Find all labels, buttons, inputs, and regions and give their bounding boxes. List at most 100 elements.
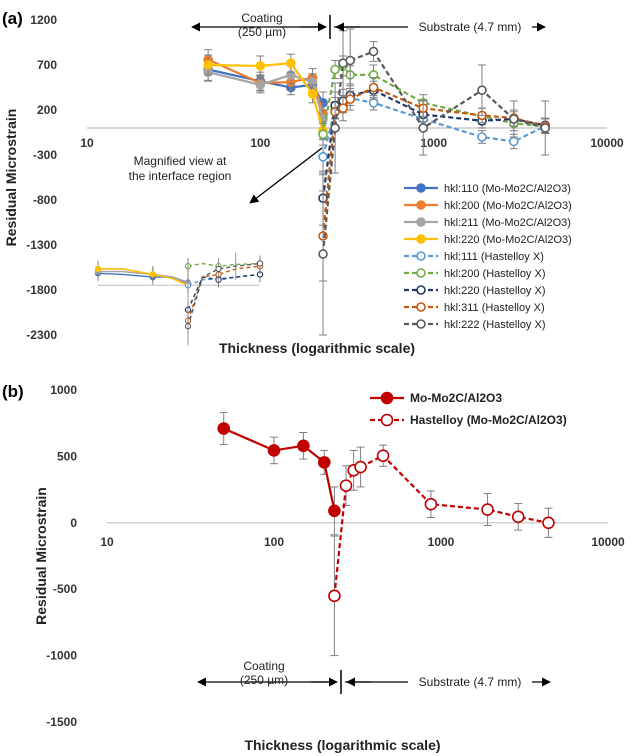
y-tick-label: -800 (33, 193, 57, 207)
x-axis-label: Thickness (logarithmic scale) (219, 340, 415, 356)
inset-point (256, 260, 264, 267)
panel-label: (a) (2, 9, 23, 28)
data-point (307, 89, 318, 99)
inset-line (187, 262, 261, 327)
coating-label-line: Coating (241, 11, 282, 25)
data-point (330, 123, 340, 133)
coating-label-line: Coating (243, 659, 284, 673)
data-point (318, 152, 328, 162)
inset-line (187, 265, 261, 321)
legend-marker (416, 302, 426, 312)
x-axis-label: Thickness (logarithmic scale) (244, 737, 440, 753)
x-tick-label: 10000 (590, 136, 624, 150)
data-point (542, 516, 555, 530)
y-tick-label: -1800 (26, 283, 57, 297)
legend-marker (380, 391, 394, 405)
x-tick-label: 10 (100, 535, 114, 549)
magnified-label-line: the interface region (129, 169, 232, 183)
inset-point (215, 265, 222, 273)
data-point (418, 123, 428, 133)
y-tick-label: 500 (57, 449, 77, 463)
panel-label: (b) (2, 382, 24, 401)
data-point (540, 123, 550, 133)
data-point (297, 439, 310, 453)
legend-label: hkl:110 (Mo-Mo2C/Al2O3) (444, 183, 571, 195)
y-tick-label: -1000 (46, 649, 77, 663)
x-tick-label: 10000 (591, 535, 625, 549)
x-tick-label: 1000 (420, 136, 447, 150)
legend-marker (380, 413, 394, 427)
data-point (368, 82, 379, 93)
data-point (255, 61, 266, 71)
data-point (509, 114, 519, 124)
chart-a: 1200 700 200 -300 -800 -1300 -1800 -2300 10 100 10… (2, 9, 624, 356)
data-point (317, 456, 331, 469)
legend-marker (416, 183, 426, 193)
data-point (339, 479, 353, 492)
legend: hkl:110 (Mo-Mo2C/Al2O3) hkl:200 (Mo-Mo2C/… (404, 183, 572, 331)
x-tick-label: 1000 (428, 535, 455, 549)
y-tick-label: -1500 (46, 715, 77, 729)
inset-line (187, 273, 261, 286)
substrate-label-bg (408, 19, 532, 35)
x-tick-label: 100 (264, 535, 284, 549)
series-line (223, 427, 336, 512)
legend-label: hkl:220 (Hastelloy X) (444, 285, 546, 297)
inset-point (94, 265, 102, 273)
y-tick-label: 1000 (50, 383, 77, 397)
legend-label: hkl:111 (Hastelloy X) (444, 251, 544, 263)
coating-label-line: (250 µm) (238, 25, 286, 39)
data-point (368, 46, 379, 57)
y-tick-label: -500 (53, 582, 77, 596)
substrate-label: Substrate (4.7 mm) (419, 675, 522, 689)
data-point (424, 497, 438, 511)
data-point (481, 503, 494, 516)
data-point (511, 510, 525, 524)
inset-point (149, 271, 156, 278)
series-9 (318, 28, 550, 336)
data-point (345, 94, 356, 104)
legend-marker (416, 234, 426, 244)
data-point (318, 129, 328, 140)
legend-label: hkl:220 (Mo-Mo2C/Al2O3) (444, 234, 572, 246)
x-tick-label: 10 (80, 136, 94, 150)
data-point (368, 98, 379, 108)
y-tick-label: 1200 (30, 13, 57, 27)
data-point (318, 249, 328, 259)
magnified-arrow (249, 147, 323, 204)
y-axis-label: Residual Microstrain (33, 487, 49, 625)
y-tick-label: 200 (37, 103, 57, 117)
y-axis-label: Residual Microstrain (3, 109, 19, 247)
y-tick-label: 700 (37, 58, 57, 72)
legend-marker (416, 200, 426, 210)
legend: Mo-Mo2C/Al2O3 Hastelloy (Mo-Mo2C/Al2O3) (370, 391, 567, 427)
series-2 (328, 444, 555, 657)
y-tick-label: -1300 (26, 238, 57, 252)
data-point (376, 449, 390, 463)
y-tick-label: -2300 (26, 328, 57, 342)
legend-label: Hastelloy (Mo-Mo2C/Al2O3) (410, 413, 567, 427)
series-5 (318, 90, 550, 176)
substrate-label: Substrate (4.7 mm) (419, 20, 522, 34)
x-tick-label: 100 (250, 136, 270, 150)
data-point (286, 58, 296, 69)
y-tick-label: -300 (33, 148, 57, 162)
legend-marker (416, 217, 426, 227)
data-point (217, 422, 231, 435)
legend-label: hkl:311 (Hastelloy X) (444, 302, 545, 314)
chart-b: 1000 500 0 -500 -1000 -1500 10 100 1000 10000 Thic… (2, 382, 625, 753)
series-1 (217, 412, 341, 536)
legend-label: hkl:211 (Mo-Mo2C/Al2O3) (444, 217, 571, 229)
data-point (255, 80, 266, 90)
legend-marker (416, 319, 426, 329)
data-point (477, 85, 487, 95)
substrate-label-bg (408, 674, 532, 690)
magnified-label: Magnified view at the interface region (129, 154, 232, 183)
magnified-label-line: Magnified view at (134, 154, 227, 168)
coating-label-line: (250 µm) (240, 673, 288, 687)
legend-label: hkl:200 (Mo-Mo2C/Al2O3) (444, 200, 572, 212)
magnified-inset: Magnified view at the interface region (94, 147, 323, 346)
data-point (345, 55, 356, 66)
data-point (328, 504, 341, 518)
